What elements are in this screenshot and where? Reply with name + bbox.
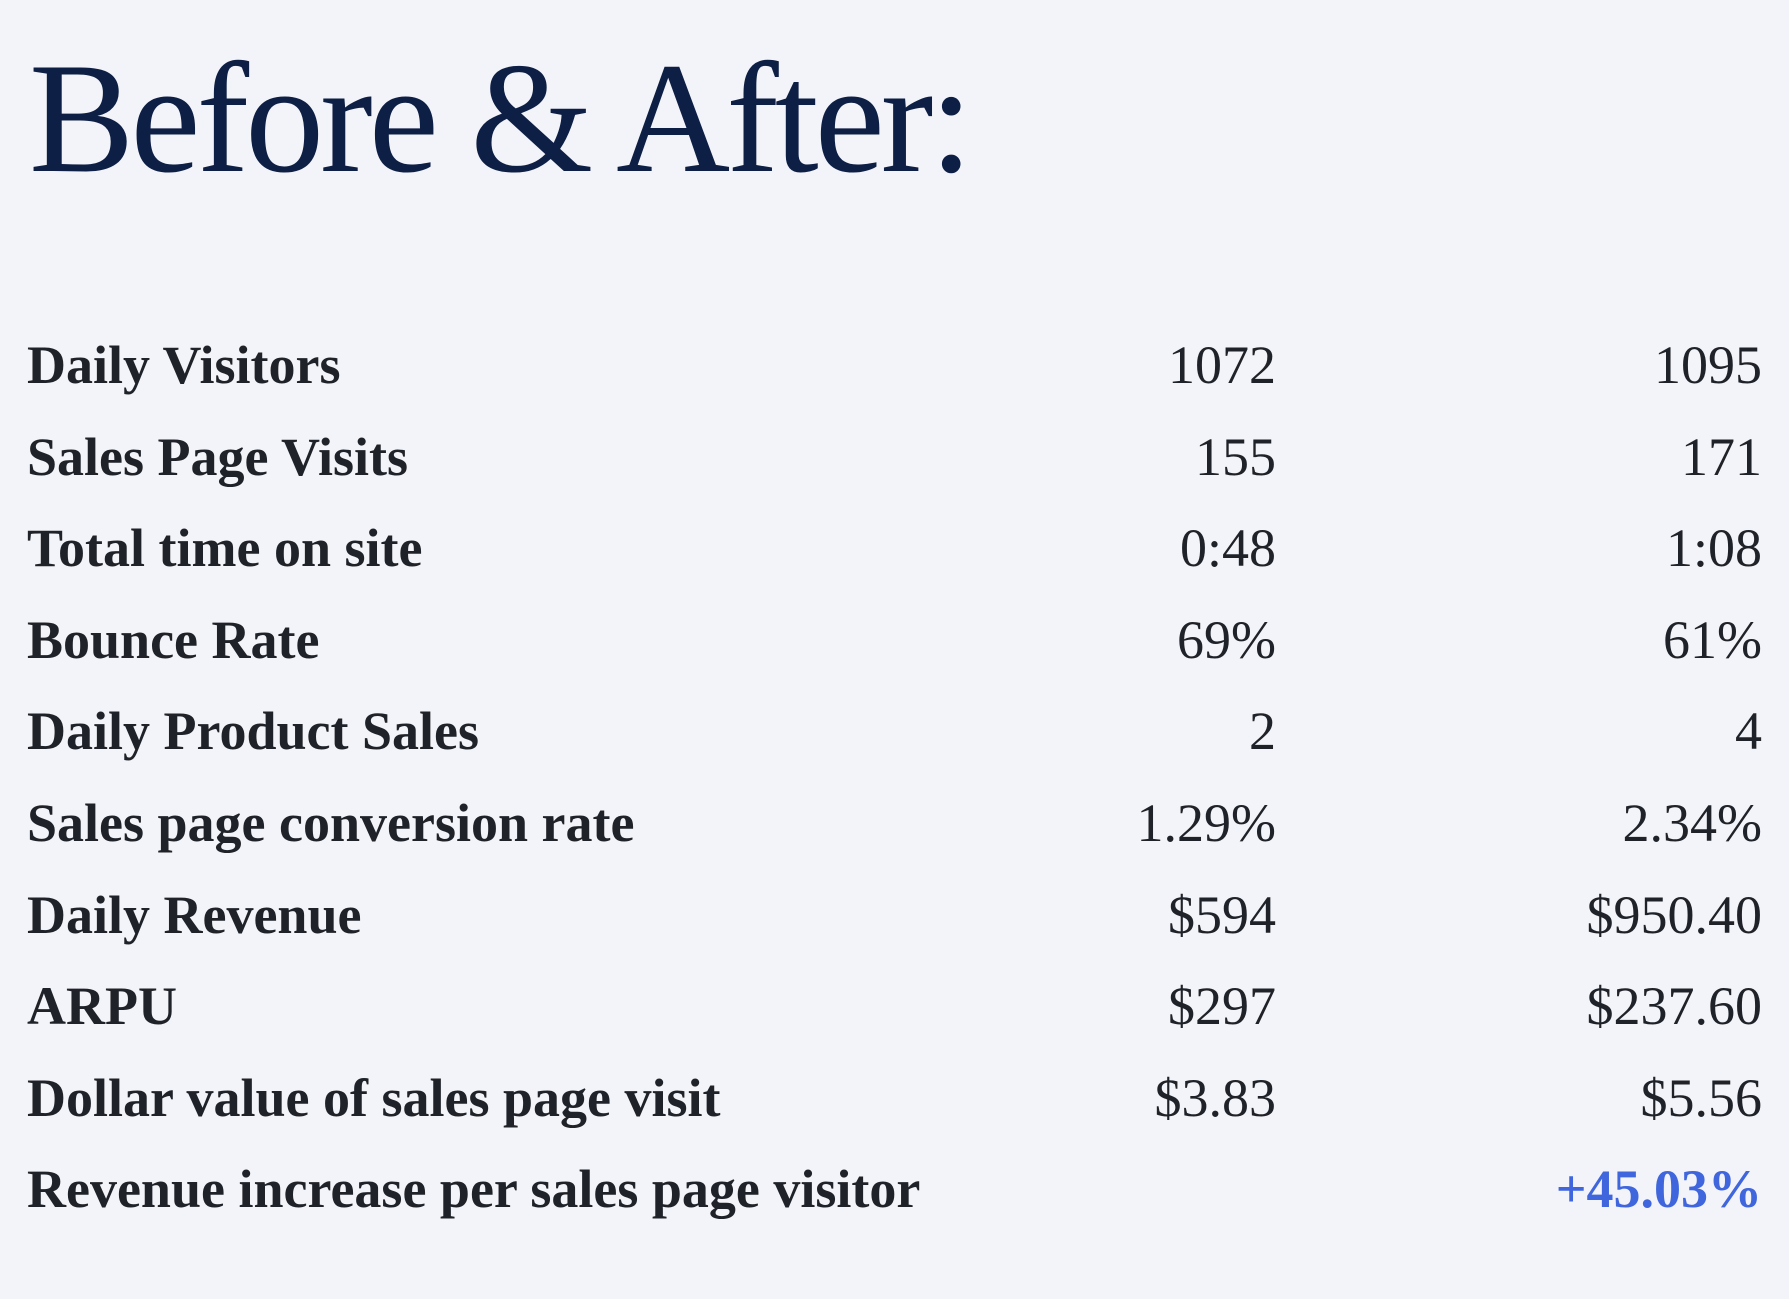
table-row: Bounce Rate 69% 61%	[27, 595, 1762, 687]
metric-before-value: 1.29%	[1136, 792, 1276, 853]
metric-before-value: 0:48	[1179, 518, 1276, 579]
metric-label: Dollar value of sales page visit	[27, 1067, 721, 1128]
metric-label: Total time on site	[27, 518, 423, 579]
metric-before-value: $3.83	[1154, 1067, 1277, 1128]
metric-label: Sales page conversion rate	[27, 792, 635, 853]
metric-before-value: 69%	[1177, 609, 1276, 670]
metric-label: Revenue increase per sales page visitor	[27, 1159, 921, 1220]
metric-before-value: 155	[1195, 426, 1276, 487]
metric-label: ARPU	[27, 976, 177, 1037]
table-row: Daily Revenue $594 $950.40	[27, 870, 1762, 962]
metric-before-value: $594	[1168, 884, 1276, 945]
table-row: Dollar value of sales page visit $3.83 $…	[27, 1053, 1762, 1145]
table-row: Daily Product Sales 2 4	[27, 686, 1762, 778]
metric-label: Bounce Rate	[27, 609, 320, 670]
metric-label: Daily Visitors	[27, 335, 341, 395]
revenue-increase-value: +45.03%	[1555, 1159, 1762, 1220]
metric-after-value: 4	[1735, 701, 1762, 762]
metric-after-value: 2.34%	[1622, 792, 1762, 853]
table-row: Daily Visitors 1072 1095	[27, 320, 1762, 412]
table-row: Sales Page Visits 155 171	[27, 412, 1762, 504]
metric-after-value: 1095	[1654, 335, 1762, 395]
metric-after-value: $5.56	[1640, 1067, 1763, 1128]
metric-label: Daily Revenue	[27, 884, 362, 945]
table-row: Revenue increase per sales page visitor …	[27, 1144, 1762, 1236]
table-row: Total time on site 0:48 1:08	[27, 503, 1762, 595]
metric-after-value: 1:08	[1665, 518, 1762, 579]
metric-before-value: 2	[1249, 701, 1276, 762]
metric-after-value: $237.60	[1586, 976, 1763, 1037]
metric-after-value: $950.40	[1586, 884, 1763, 945]
metrics-table: Daily Visitors 1072 1095 Sales Page Visi…	[27, 320, 1762, 1236]
metric-after-value: 171	[1681, 426, 1762, 487]
metric-before-value: 1072	[1168, 335, 1276, 395]
metric-after-value: 61%	[1663, 609, 1762, 670]
table-row: ARPU $297 $237.60	[27, 961, 1762, 1053]
page-title: Before & After:	[29, 31, 973, 206]
metric-label: Daily Product Sales	[27, 701, 480, 762]
metric-label: Sales Page Visits	[27, 426, 409, 487]
metric-before-value: $297	[1168, 976, 1276, 1037]
table-row: Sales page conversion rate 1.29% 2.34%	[27, 778, 1762, 870]
